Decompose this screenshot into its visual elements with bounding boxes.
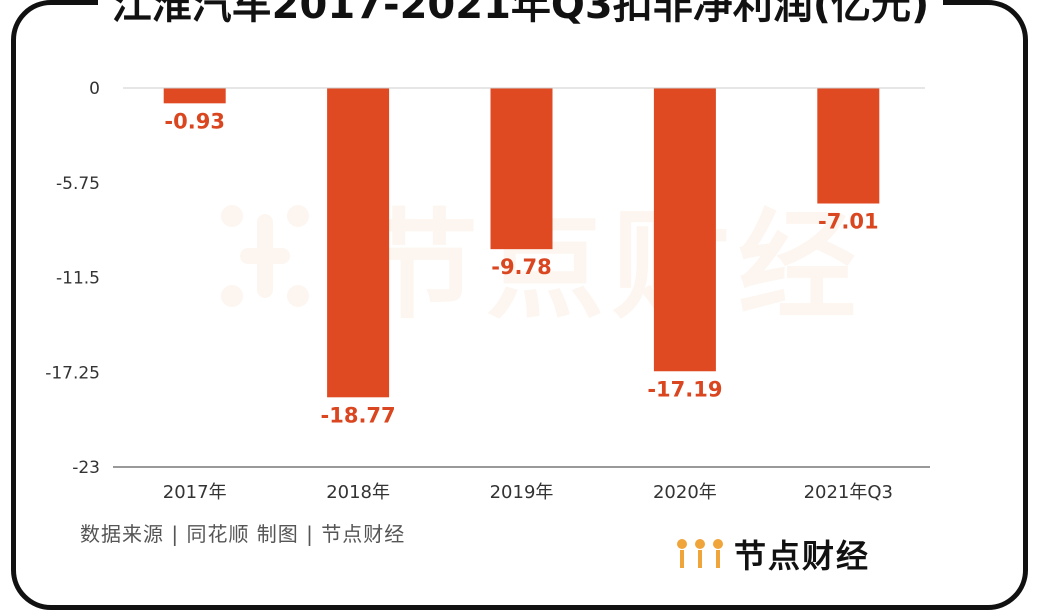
x-tick-label: 2019年	[490, 482, 554, 503]
x-tick-label: 2018年	[326, 482, 390, 503]
brand: 节点财经	[676, 538, 870, 578]
y-tick-label: -17.25	[45, 363, 100, 383]
x-tick-label: 2021年Q3	[804, 482, 893, 503]
y-tick-label: -11.5	[56, 269, 100, 289]
y-tick-label: -23	[72, 458, 100, 478]
brand-name: 节点财经	[734, 537, 871, 575]
bar-4	[817, 88, 880, 204]
value-label: -0.93	[164, 109, 225, 133]
bar-0	[163, 88, 226, 104]
bar-chart: 0 -5.75 -11.5 -17.25 -23 2017年 2018年 2019年 2020…	[45, 79, 930, 503]
title-container: 江淮汽车2017-2021年Q3扣非净利润(亿元)	[0, 0, 1041, 29]
bar-3	[653, 88, 716, 372]
x-tick-label: 2017年	[163, 482, 227, 503]
value-label: -9.78	[491, 255, 552, 279]
source-note: 数据来源 | 同花顺 制图 | 节点财经	[80, 522, 406, 546]
bar-1	[327, 88, 390, 398]
value-label: -17.19	[647, 377, 722, 401]
y-tick-label: -5.75	[56, 174, 100, 194]
chart-title: 江淮汽车2017-2021年Q3扣非净利润(亿元)	[97, 0, 944, 29]
x-tick-label: 2020年	[653, 482, 717, 503]
value-label: -18.77	[321, 403, 396, 427]
y-tick-label: 0	[89, 79, 100, 99]
bar-2	[490, 88, 553, 250]
value-label: -7.01	[818, 210, 879, 234]
node-finance-logo-icon	[677, 539, 723, 568]
